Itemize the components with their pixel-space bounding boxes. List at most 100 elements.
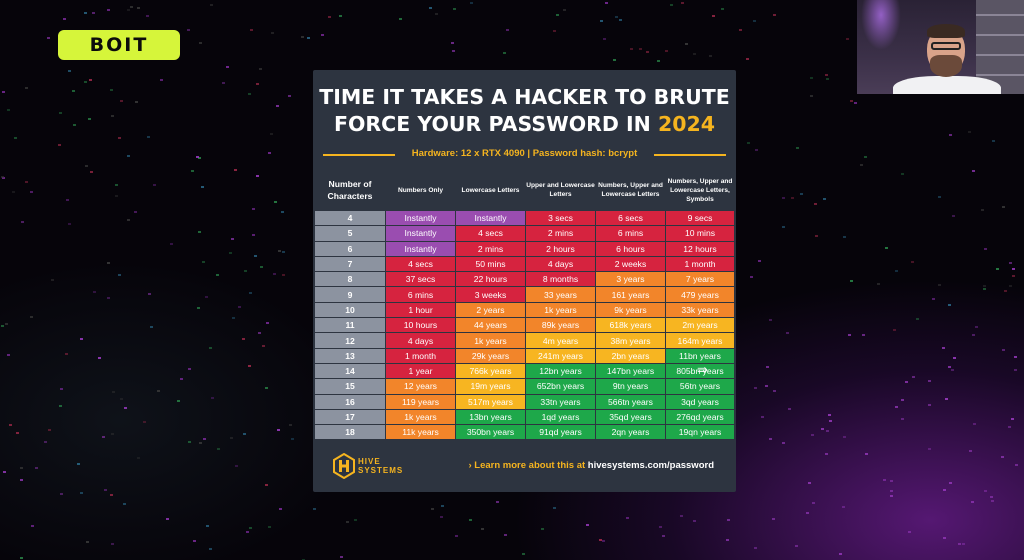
noise-dot bbox=[103, 489, 107, 492]
noise-dot bbox=[126, 155, 130, 158]
column-header: Numbers Only bbox=[397, 186, 444, 194]
noise-dot bbox=[127, 8, 131, 11]
learn-more-link[interactable]: › Learn more about this at hivesystems.c… bbox=[469, 460, 715, 471]
noise-dot bbox=[8, 423, 12, 426]
noise-dot bbox=[291, 437, 295, 440]
noise-dot bbox=[88, 117, 92, 120]
noise-dot bbox=[931, 297, 935, 300]
time-cell: 2 hours bbox=[526, 241, 595, 256]
time-cell: 2m years bbox=[666, 318, 734, 333]
noise-dot bbox=[270, 132, 274, 135]
noise-dot bbox=[859, 163, 863, 166]
time-cell: 1 month bbox=[666, 256, 734, 272]
noise-dot bbox=[972, 170, 975, 172]
noise-dot bbox=[19, 467, 23, 470]
noise-dot bbox=[1014, 369, 1018, 371]
noise-dot bbox=[824, 73, 828, 76]
noise-dot bbox=[754, 149, 758, 152]
hardware-row: Hardware: 12 x RTX 4090 | Password hash:… bbox=[323, 148, 726, 161]
noise-dot bbox=[505, 29, 509, 32]
noise-dot bbox=[785, 332, 789, 335]
noise-dot bbox=[72, 90, 76, 93]
noise-dot bbox=[809, 76, 813, 79]
noise-dot bbox=[232, 316, 236, 319]
noise-dot bbox=[106, 261, 110, 264]
noise-dot bbox=[439, 515, 443, 518]
noise-dot bbox=[259, 68, 263, 71]
noise-dot bbox=[242, 433, 246, 435]
person-beard bbox=[930, 55, 962, 77]
noise-dot bbox=[268, 526, 272, 528]
time-cell: 12 hours bbox=[666, 241, 734, 256]
noise-dot bbox=[136, 457, 140, 460]
time-cell: 11k years bbox=[386, 425, 455, 440]
time-cell: 3qd years bbox=[666, 394, 734, 409]
noise-dot bbox=[3, 471, 6, 474]
noise-dot bbox=[971, 500, 974, 503]
time-cell: 22 hours bbox=[456, 272, 525, 287]
learn-more-text: › Learn more about this at bbox=[468, 460, 588, 471]
time-cell: 1 hour bbox=[386, 302, 455, 318]
noise-dot bbox=[829, 420, 833, 423]
noise-dot bbox=[781, 226, 785, 229]
time-cell: 19m years bbox=[456, 379, 525, 394]
time-cell: 13bn years bbox=[456, 409, 525, 425]
password-table-card: TIME IT TAKES A HACKER TO BRUTE FORCE YO… bbox=[313, 70, 736, 492]
time-cell: 2 mins bbox=[526, 226, 595, 241]
noise-dot bbox=[982, 288, 986, 291]
noise-dot bbox=[469, 2, 473, 5]
noise-dot bbox=[29, 190, 33, 193]
noise-dot bbox=[679, 514, 683, 517]
noise-dot bbox=[225, 66, 229, 69]
noise-dot bbox=[739, 29, 743, 31]
noise-dot bbox=[435, 13, 438, 15]
noise-dot bbox=[1008, 262, 1012, 265]
noise-dot bbox=[772, 389, 776, 392]
table-row: 18 11k years 350bn years 91qd years 2qn year… bbox=[315, 425, 734, 440]
time-cell: 50 mins bbox=[456, 256, 525, 272]
hive-logo-icon bbox=[333, 453, 355, 479]
noise-dot bbox=[135, 101, 139, 104]
noise-dot bbox=[63, 17, 67, 20]
table-row: 16 119 years 517m years 33tn years 566tn yea… bbox=[315, 394, 734, 410]
noise-dot bbox=[47, 36, 50, 39]
noise-dot bbox=[107, 297, 111, 300]
noise-dot bbox=[80, 492, 84, 495]
noise-dot bbox=[215, 274, 219, 277]
noise-dot bbox=[58, 112, 62, 115]
table-body: 4 Instantly Instantly 3 secs 6 secs 9 secs 5 In… bbox=[315, 211, 734, 440]
time-cell: Instantly bbox=[386, 241, 455, 256]
noise-dot bbox=[814, 203, 818, 206]
time-cell: 4 days bbox=[526, 256, 595, 272]
column-header: Lowercase Letters bbox=[461, 186, 520, 194]
noise-dot bbox=[16, 432, 20, 435]
time-cell: 241m years bbox=[526, 348, 595, 363]
column-header: Numbers, Upper and Lowercase Letters, Sy… bbox=[667, 177, 733, 203]
boit-logo: BOIT bbox=[58, 30, 180, 60]
card-footer: HIVE SYSTEMS › Learn more about this at … bbox=[313, 451, 736, 481]
noise-dot bbox=[115, 183, 119, 186]
noise-dot bbox=[943, 536, 947, 539]
noise-dot bbox=[948, 133, 952, 136]
noise-dot bbox=[974, 325, 978, 328]
noise-dot bbox=[1015, 464, 1019, 467]
time-cell: 29k years bbox=[456, 348, 525, 363]
noise-dot bbox=[85, 540, 89, 543]
noise-dot bbox=[850, 280, 854, 283]
character-count-cell: 7 bbox=[315, 256, 385, 272]
noise-dot bbox=[246, 531, 250, 534]
noise-dot bbox=[255, 83, 259, 86]
noise-dot bbox=[176, 400, 180, 403]
noise-dot bbox=[399, 17, 403, 20]
table-row: 15 12 years 19m years 652bn years 9tn years 5… bbox=[315, 379, 734, 394]
noise-dot bbox=[865, 452, 869, 455]
noise-dot bbox=[450, 42, 454, 45]
noise-dot bbox=[130, 6, 134, 9]
noise-dot bbox=[24, 181, 28, 184]
noise-dot bbox=[768, 438, 772, 441]
noise-dot bbox=[950, 368, 954, 371]
noise-dot bbox=[625, 516, 629, 519]
time-cell: 6 hours bbox=[596, 241, 665, 256]
noise-dot bbox=[65, 199, 69, 202]
noise-dot bbox=[114, 194, 118, 197]
